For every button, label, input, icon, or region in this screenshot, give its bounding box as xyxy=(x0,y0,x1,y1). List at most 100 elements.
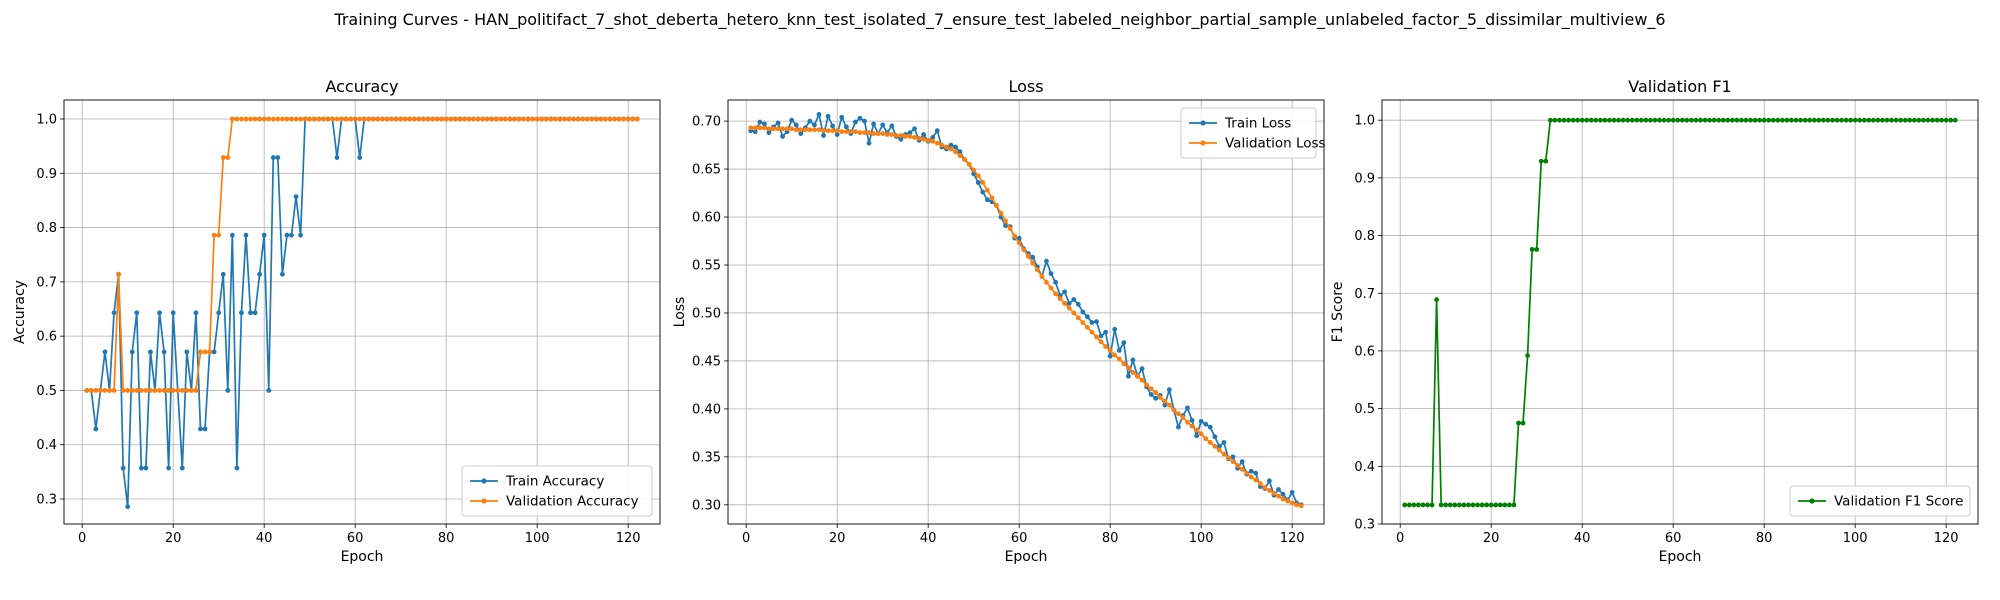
data-point xyxy=(539,116,545,122)
data-point xyxy=(843,129,849,135)
data-point xyxy=(1267,478,1272,484)
data-point xyxy=(1638,117,1644,123)
data-point xyxy=(1534,247,1540,252)
data-point xyxy=(907,134,913,139)
data-point xyxy=(1012,233,1018,239)
x-axis-label: Epoch xyxy=(1659,549,1702,565)
data-point xyxy=(921,132,927,137)
data-point xyxy=(102,349,108,355)
legend-swatch-marker xyxy=(481,498,487,504)
data-point xyxy=(266,388,272,393)
data-point xyxy=(102,388,108,393)
data-point xyxy=(1280,491,1286,497)
data-point xyxy=(1198,431,1204,437)
data-point xyxy=(521,116,526,122)
data-point xyxy=(1107,347,1113,353)
data-point xyxy=(166,465,172,471)
data-point xyxy=(202,426,208,432)
data-point xyxy=(138,388,144,393)
data-point xyxy=(525,116,531,122)
data-point xyxy=(975,180,981,185)
series-validation-f1-score xyxy=(1402,117,1958,508)
data-point xyxy=(1007,226,1013,231)
data-point xyxy=(812,127,817,133)
data-point xyxy=(1620,117,1626,123)
data-point xyxy=(1212,434,1218,440)
legend-swatch-marker xyxy=(481,478,487,484)
data-point xyxy=(1802,117,1808,123)
data-point xyxy=(248,310,253,316)
data-point xyxy=(1661,117,1667,123)
legend-box xyxy=(461,465,653,517)
data-point xyxy=(1870,117,1876,123)
data-point xyxy=(875,131,881,136)
series-validation-accuracy xyxy=(84,116,640,393)
data-point xyxy=(1688,117,1694,123)
legend-box xyxy=(1789,485,1971,517)
legend: Train Loss Validation Loss xyxy=(1180,107,1326,159)
data-point xyxy=(1153,390,1159,395)
data-point xyxy=(434,116,440,122)
legend-swatch-marker xyxy=(1200,140,1206,146)
data-point xyxy=(252,116,258,122)
data-point xyxy=(1003,218,1008,224)
data-point xyxy=(1075,315,1081,321)
data-point xyxy=(943,144,949,150)
data-point xyxy=(616,116,622,122)
data-point xyxy=(562,116,567,122)
data-point xyxy=(807,118,813,124)
data-point xyxy=(1830,117,1835,123)
data-point xyxy=(1825,117,1831,123)
y-tick-label: 0.6 xyxy=(36,330,57,345)
data-point xyxy=(1516,420,1521,426)
data-point xyxy=(1057,296,1063,301)
data-point xyxy=(939,142,945,148)
data-point xyxy=(948,146,954,152)
data-point xyxy=(1139,377,1145,383)
data-point xyxy=(307,116,313,122)
y-tick-label: 0.9 xyxy=(36,167,57,182)
data-point xyxy=(489,116,495,122)
data-point xyxy=(1039,274,1045,279)
data-point xyxy=(1121,361,1127,367)
data-point xyxy=(1943,117,1949,123)
data-point xyxy=(1248,474,1254,480)
data-point xyxy=(1053,291,1058,297)
data-point xyxy=(1125,373,1131,379)
data-point xyxy=(1025,253,1031,259)
data-point xyxy=(1916,117,1922,123)
data-point xyxy=(612,116,617,122)
data-point xyxy=(766,126,772,132)
data-point xyxy=(1739,117,1744,123)
data-point xyxy=(1289,489,1295,495)
data-point xyxy=(1611,117,1617,123)
data-point xyxy=(161,349,167,355)
data-point xyxy=(1194,427,1200,433)
data-point xyxy=(1089,320,1095,325)
x-tick-label: 40 xyxy=(1574,531,1591,546)
data-point xyxy=(120,465,126,471)
data-point xyxy=(225,388,231,393)
data-point xyxy=(1248,468,1254,474)
data-point xyxy=(1048,285,1054,291)
data-point xyxy=(857,115,863,121)
data-point xyxy=(452,116,458,122)
data-point xyxy=(270,155,276,160)
data-point xyxy=(1757,117,1763,123)
data-point xyxy=(157,388,162,393)
data-point xyxy=(1529,247,1535,252)
data-point xyxy=(925,137,931,143)
data-point xyxy=(1280,496,1286,502)
x-tick-label: 20 xyxy=(829,531,846,546)
data-point xyxy=(1121,340,1127,346)
y-tick-label: 0.45 xyxy=(692,354,721,369)
x-tick-label: 60 xyxy=(1011,531,1028,546)
data-point xyxy=(1561,117,1567,123)
data-point xyxy=(1021,247,1027,253)
data-point xyxy=(1752,117,1758,123)
data-point xyxy=(843,124,849,130)
data-point xyxy=(471,116,476,122)
data-point xyxy=(1779,117,1785,123)
data-point xyxy=(1221,451,1227,457)
